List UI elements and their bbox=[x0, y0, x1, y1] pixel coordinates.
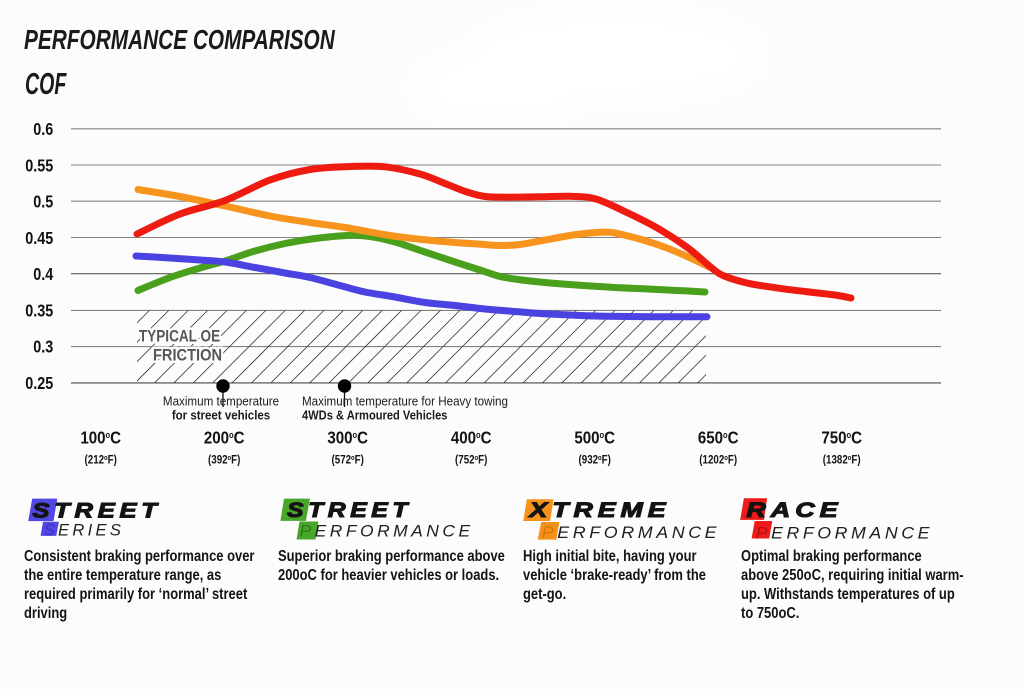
svg-text:0.35: 0.35 bbox=[25, 301, 53, 321]
svg-text:(752oF): (752oF) bbox=[455, 454, 488, 467]
svg-text:100oC: 100oC bbox=[80, 427, 121, 448]
svg-text:Maximum temperature for Heavy: Maximum temperature for Heavy towing bbox=[302, 394, 508, 408]
svg-text:0.55: 0.55 bbox=[25, 156, 53, 176]
svg-text:650oC: 650oC bbox=[698, 427, 739, 448]
svg-text:PERFORMANCE: PERFORMANCE bbox=[542, 523, 720, 542]
svg-text:0.45: 0.45 bbox=[25, 228, 53, 248]
svg-text:0.4: 0.4 bbox=[33, 265, 53, 285]
svg-text:XTREME: XTREME bbox=[527, 498, 670, 522]
svg-text:500oC: 500oC bbox=[574, 427, 615, 448]
svg-text:400oC: 400oC bbox=[451, 427, 492, 448]
svg-text:0.5: 0.5 bbox=[33, 192, 53, 212]
svg-text:(1382oF): (1382oF) bbox=[823, 454, 861, 467]
svg-text:FRICTION: FRICTION bbox=[153, 347, 222, 365]
svg-text:PERFORMANCE: PERFORMANCE bbox=[300, 521, 474, 541]
svg-text:300oC: 300oC bbox=[327, 427, 368, 448]
svg-text:TYPICAL OE: TYPICAL OE bbox=[139, 327, 220, 346]
svg-text:0.3: 0.3 bbox=[33, 337, 53, 357]
svg-text:200oC: 200oC bbox=[204, 427, 245, 448]
svg-text:(212oF): (212oF) bbox=[85, 454, 118, 467]
svg-text:STREET: STREET bbox=[32, 499, 161, 523]
svg-text:STREET: STREET bbox=[287, 498, 412, 522]
svg-text:(1202oF): (1202oF) bbox=[699, 454, 737, 467]
svg-text:RACE: RACE bbox=[746, 498, 842, 522]
svg-text:Maximum temperature: Maximum temperature bbox=[163, 394, 279, 408]
svg-text:0.25: 0.25 bbox=[25, 373, 53, 393]
svg-text:0.6: 0.6 bbox=[33, 120, 53, 140]
svg-text:PERFORMANCE: PERFORMANCE bbox=[756, 523, 933, 543]
svg-text:(932oF): (932oF) bbox=[579, 454, 612, 467]
svg-text:750oC: 750oC bbox=[821, 427, 862, 448]
svg-text:(392oF): (392oF) bbox=[208, 454, 241, 467]
svg-text:SERIES: SERIES bbox=[44, 520, 125, 539]
svg-text:for street vehicles: for street vehicles bbox=[172, 408, 271, 423]
svg-text:(572oF): (572oF) bbox=[332, 454, 365, 467]
svg-text:4WDs & Armoured Vehicles: 4WDs & Armoured Vehicles bbox=[302, 408, 448, 423]
